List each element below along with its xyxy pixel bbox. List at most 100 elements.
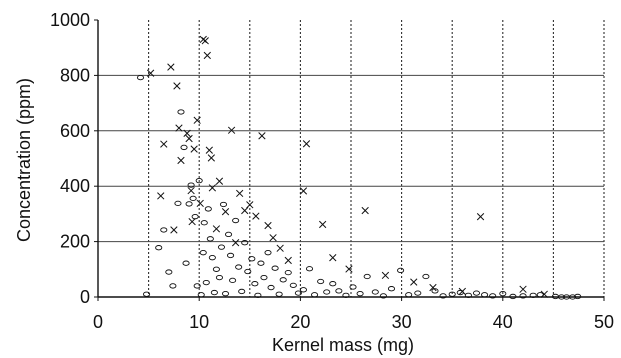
- scatter-point-o-82: [557, 294, 566, 300]
- scatter-point-x-0: [146, 69, 155, 77]
- scatter-point-o-63: [387, 286, 396, 292]
- scatter-point-x-19: [207, 154, 215, 162]
- scatter-point-x-stroke-b-2: [160, 140, 168, 148]
- scatter-point-o-70: [448, 291, 456, 297]
- scatter-point-x-31: [264, 221, 272, 230]
- scatter-point-x-18: [205, 146, 213, 154]
- scatter-point-x-43: [429, 283, 437, 292]
- scatter-point-o-37: [248, 256, 256, 262]
- scatter-point-x-26: [236, 189, 244, 198]
- scatter-point-x-29: [252, 212, 260, 220]
- scatter-point-x-24: [227, 126, 236, 134]
- scatter-point-x-28: [246, 201, 254, 209]
- scatter-point-o-53: [317, 278, 325, 285]
- scatter-point-o-32: [232, 217, 240, 224]
- scatter-point-x-2: [160, 140, 168, 148]
- scatter-point-o-33: [235, 264, 243, 270]
- scatter-point-x-stroke-b-40: [361, 206, 369, 215]
- scatter-point-o-75: [489, 293, 497, 299]
- scatter-point-x-32: [269, 234, 277, 242]
- scatter-point-x-10: [187, 186, 195, 195]
- scatter-point-o-7: [177, 109, 185, 115]
- scatter-point-x-34: [284, 256, 292, 265]
- scatter-point-o-15: [195, 178, 203, 184]
- scatter-point-o-36: [244, 268, 252, 275]
- scatter-point-x-13: [193, 116, 201, 124]
- scatter-point-x-stroke-b-21: [212, 225, 221, 233]
- scatter-point-o-40: [257, 260, 265, 266]
- scatter-point-x-stroke-b-24: [227, 126, 236, 134]
- y-axis-label: Concentration (ppm): [14, 78, 34, 242]
- scatter-point-x-stroke-b-32: [269, 234, 277, 242]
- scatter-point-x-stroke-b-9: [185, 134, 193, 143]
- scatter-point-x-stroke-b-29: [252, 212, 260, 220]
- scatter-point-x-35: [299, 187, 308, 195]
- scatter-point-x-21: [212, 225, 221, 233]
- scatter-point-x-16: [201, 37, 209, 45]
- scatter-point-o-11: [187, 182, 195, 188]
- scatter-point-x-23: [221, 208, 230, 216]
- scatter-point-o-66: [414, 290, 422, 296]
- scatter-point-x-stroke-b-39: [345, 265, 353, 273]
- scatter-point-x-stroke-b-33: [276, 244, 284, 252]
- scatter-point-o-47: [284, 269, 292, 276]
- scatter-point-o-56: [335, 288, 343, 294]
- x-axis-label: Kernel mass (mg): [272, 335, 414, 355]
- scatter-point-o-45: [275, 291, 283, 297]
- scatter-point-o-12: [189, 195, 197, 202]
- scatter-point-x-7: [177, 156, 185, 165]
- scatter-point-x-stroke-b-18: [205, 146, 213, 154]
- scatter-point-x-27: [241, 206, 249, 215]
- scatter-point-o-20: [204, 206, 212, 212]
- scatter-point-o-24: [212, 266, 220, 272]
- scatter-point-o-39: [254, 292, 262, 298]
- scatter-point-x-4: [170, 226, 178, 234]
- scatter-point-o-6: [174, 200, 182, 207]
- scatter-point-o-0: [136, 74, 145, 81]
- scatter-point-o-2: [155, 245, 163, 251]
- scatter-point-x-stroke-b-8: [183, 129, 191, 137]
- scatter-point-x-42: [410, 278, 418, 286]
- scatter-point-o-29: [224, 231, 233, 238]
- scatter-point-x-stroke-b-35: [299, 187, 308, 195]
- scatter-point-o-73: [472, 290, 481, 296]
- scatter-point-x-8: [183, 129, 191, 137]
- scatter-point-x-5: [173, 82, 181, 90]
- scatter-point-o-42: [264, 250, 272, 256]
- scatter-point-x-stroke-b-1: [157, 192, 165, 200]
- scatter-point-o-49: [294, 290, 302, 296]
- scatter-point-o-23: [210, 289, 218, 296]
- scatter-point-o-8: [180, 144, 188, 151]
- scatter-point-o-69: [439, 293, 447, 299]
- scatter-point-x-stroke-b-4: [170, 226, 178, 234]
- scatter-point-o-38: [251, 281, 259, 287]
- scatter-point-o-51: [305, 266, 314, 272]
- scatter-point-o-9: [182, 260, 190, 266]
- scatter-point-x-11: [188, 218, 196, 226]
- scatter-point-x-stroke-b-22: [215, 177, 224, 185]
- scatter-point-x-37: [319, 220, 327, 229]
- scatter-point-o-1: [143, 291, 151, 297]
- x-tick-label-4: 40: [493, 312, 513, 332]
- scatter-point-o-35: [241, 240, 249, 246]
- scatter-point-o-27: [219, 201, 228, 208]
- scatter-point-o-34: [238, 288, 246, 295]
- x-tick-label-1: 10: [189, 312, 209, 332]
- scatter-point-x-38: [329, 254, 337, 262]
- scatter-point-o-76: [499, 291, 507, 297]
- scatter-point-x-stroke-b-26: [236, 189, 244, 198]
- scatter-point-o-10: [185, 201, 193, 207]
- scatter-point-o-28: [221, 291, 230, 297]
- scatter-point-o-79: [529, 292, 537, 298]
- scatter-point-x-stroke-b-27: [241, 206, 249, 215]
- x-tick-label-3: 30: [392, 312, 412, 332]
- y-tick-label-1: 200: [60, 232, 90, 252]
- scatter-point-x-stroke-b-6: [175, 124, 183, 132]
- scatter-point-o-64: [397, 267, 405, 274]
- scatter-point-x-25: [231, 239, 240, 247]
- scatter-point-x-20: [208, 184, 217, 192]
- scatter-point-o-46: [279, 277, 287, 283]
- scatter-point-x-44: [458, 287, 466, 296]
- scatter-point-x-stroke-b-44: [458, 287, 466, 296]
- scatter-point-o-52: [311, 292, 319, 298]
